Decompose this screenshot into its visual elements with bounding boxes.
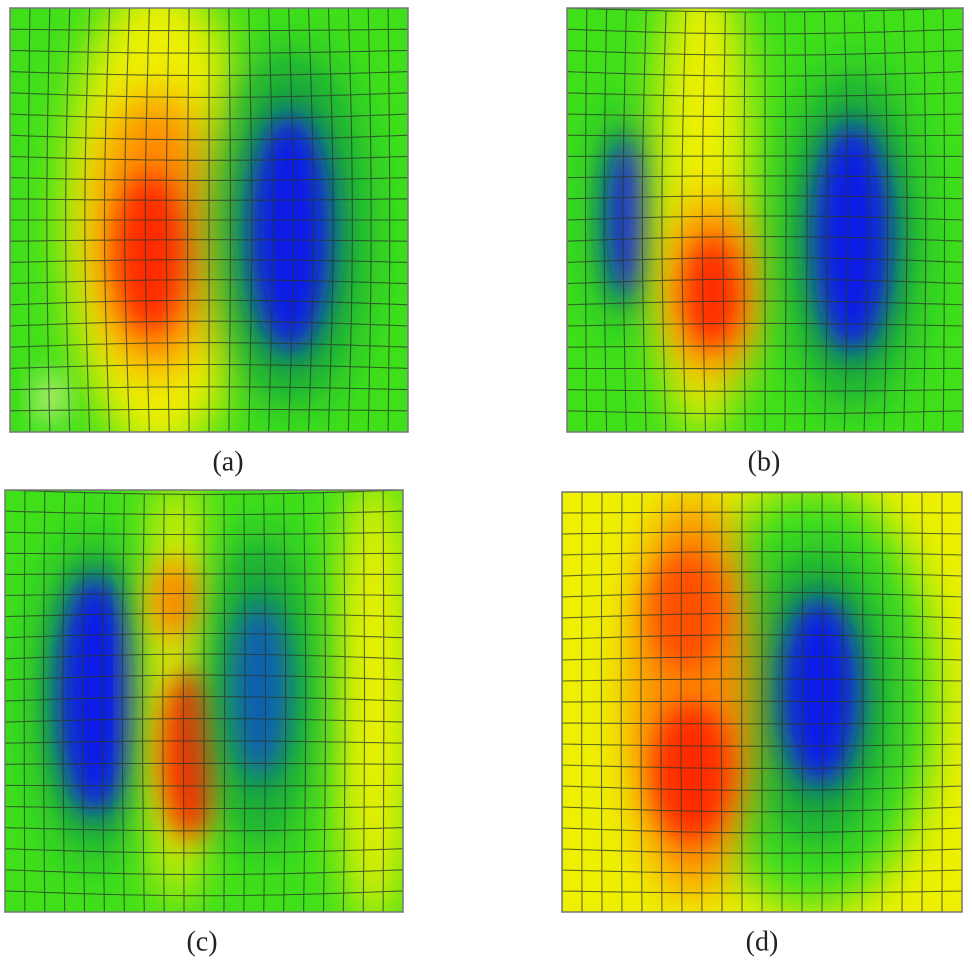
heatmap-panel [567,8,963,432]
color-blob [57,575,133,815]
heatmap-panel [10,8,408,432]
color-blob [248,113,332,353]
panel-label: (b) [748,446,781,477]
color-blob [150,560,200,640]
heatmap-panel [5,490,403,912]
color-blob [652,702,732,842]
mesh-grid [5,490,403,912]
mesh-grid [10,8,408,432]
panel-label: (a) [212,446,243,477]
mesh-grid [567,8,963,432]
panel-border [561,491,963,913]
color-blob [230,600,290,780]
panel-label: (d) [746,926,779,957]
panel-border [9,7,409,433]
mesh-grid [562,492,962,912]
color-blob [35,373,65,423]
color-blob [684,238,740,348]
color-blob [649,552,725,672]
color-blob [780,597,860,787]
color-blob [160,670,220,840]
panel-border [566,7,964,433]
heatmap-panel [562,492,962,912]
panel-label: (c) [186,926,217,957]
panel-border [4,489,404,913]
color-blob [115,173,185,333]
